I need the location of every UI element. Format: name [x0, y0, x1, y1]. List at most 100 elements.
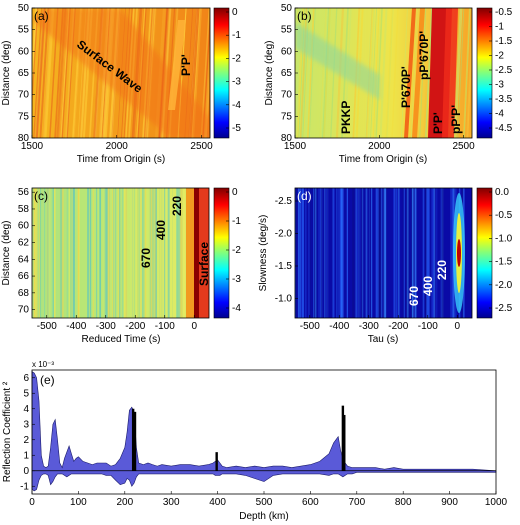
- texture-stripe: [275, 8, 281, 138]
- annotation-p-prime-p-prime-b: P'P': [431, 112, 445, 134]
- colorbar-tick-label: -4: [232, 100, 241, 111]
- y-tick-label: 80: [281, 133, 293, 144]
- texture-stripe: [324, 8, 332, 138]
- colorbar-tick-label: -4: [232, 303, 241, 314]
- texture-stripe: [375, 8, 383, 138]
- x-tick-label: -200: [388, 321, 408, 332]
- y-tick-label: 62: [18, 238, 30, 249]
- panel-a: (a) Surface Wave P'P' 1500 2000 2500505560…: [1, 3, 241, 165]
- y-tick-label: 5: [23, 388, 29, 399]
- reflection-spike: [343, 414, 346, 471]
- annotation-670-d: 670: [407, 286, 421, 306]
- reflection-spike: [215, 452, 218, 471]
- colorbar-tick-label: -2.5: [495, 65, 513, 76]
- annotation-220-c: 220: [170, 196, 184, 216]
- tau-zero-peak: [457, 239, 461, 267]
- x-tick-label: 0: [29, 497, 35, 508]
- reflection-spike: [133, 411, 137, 471]
- x-tick-label: -400: [66, 321, 86, 332]
- texture-stripe: [453, 8, 461, 138]
- texture-stripe: [410, 8, 418, 138]
- y-tick-label: 0: [23, 466, 29, 477]
- panel-c: (c) 670 400 220 Surface -500 -400 -300 -200…: [1, 187, 241, 345]
- colorbar-tick-label: -3: [232, 274, 241, 285]
- y-tick-label: 66: [18, 271, 30, 282]
- pp-prime-p-prime-arrival: [442, 8, 458, 138]
- colorbar-tick-label: 0: [232, 7, 238, 18]
- texture-stripe: [379, 8, 388, 138]
- texture-stripe: [330, 8, 338, 138]
- x-tick-label: 800: [395, 497, 412, 508]
- texture-stripe: [275, 8, 281, 138]
- y-tick-label: 80: [18, 133, 30, 144]
- y-tick-label: 2: [23, 435, 29, 446]
- panel-d-ylabel: Slowness (deg/s): [258, 215, 269, 292]
- y-tick-label: 70: [281, 90, 293, 101]
- annotation-surface-c: Surface: [197, 242, 211, 286]
- annotation-pp670p: pP'670P': [417, 31, 431, 80]
- x-tick-label: -500: [300, 321, 320, 332]
- texture-stripe: [302, 8, 310, 138]
- texture-stripe: [418, 8, 426, 138]
- x-tick-label: 200: [116, 497, 133, 508]
- x-tick-label: 1500: [21, 141, 44, 152]
- x-tick-label: 900: [441, 497, 458, 508]
- post-surface-band: [199, 188, 209, 318]
- texture-stripe: [318, 8, 327, 138]
- texture-stripe: [322, 8, 329, 138]
- panel-d-colorbar: [476, 187, 493, 319]
- panel-c-ylabel: Distance (deg): [1, 220, 12, 285]
- panel-d: (d) 670 400 220 -500 -400 -300 -200 -100 0 -2.…: [258, 187, 513, 345]
- y-tick-label: 68: [18, 288, 30, 299]
- panel-a-colorbar: [213, 7, 230, 139]
- annotation-p-prime-p-prime-a: P'P': [179, 54, 193, 76]
- x-tick-label: 100: [70, 497, 87, 508]
- colorbar-tick-label: -0.5: [495, 7, 513, 18]
- texture-stripe: [400, 8, 408, 138]
- texture-stripe: [424, 8, 433, 138]
- panel-a-tag: (a): [34, 9, 49, 23]
- texture-stripe: [467, 32, 472, 138]
- texture-stripe: [418, 8, 427, 138]
- y-tick-label: 60: [281, 46, 293, 57]
- panel-a-ylabel: Distance (deg): [1, 40, 12, 105]
- panel-e: (e) x 10⁻³ 0 100 200 300 400 500 600 700 800 900 1…: [2, 360, 508, 522]
- y-tick-label: 50: [281, 3, 293, 14]
- x-tick-label: 500: [256, 497, 273, 508]
- y-tick-label: 3: [23, 419, 29, 430]
- colorbar-tick-label: -3: [232, 77, 241, 88]
- x-tick-label: 1000: [485, 497, 508, 508]
- x-tick-label: 0: [454, 321, 460, 332]
- texture-stripe: [454, 8, 463, 138]
- pre-surface-band: [186, 188, 194, 318]
- texture-stripe: [455, 8, 463, 138]
- x-tick-label: 1500: [284, 141, 307, 152]
- panel-c-heatmap-texture: [32, 188, 209, 318]
- texture-stripe: [423, 8, 431, 138]
- x-tick-label: -400: [329, 321, 349, 332]
- texture-stripe: [385, 8, 394, 138]
- y-tick-label: 50: [18, 3, 30, 14]
- pkkp-band: [295, 22, 380, 100]
- texture-stripe: [308, 8, 316, 138]
- texture-stripe: [322, 8, 331, 138]
- colorbar-tick-label: -0.5: [495, 210, 513, 221]
- y-tick-label: 55: [281, 25, 293, 36]
- colorbar-tick-label: 0.0: [495, 187, 509, 198]
- y-tick-label: -1: [20, 481, 29, 492]
- pp670p-arrival: [412, 8, 425, 138]
- colorbar-tick-label: -1.0: [495, 233, 513, 244]
- x-tick-label: 300: [163, 497, 180, 508]
- panel-c-tag: (c): [34, 189, 48, 203]
- x-tick-label: 2500: [452, 141, 475, 152]
- annotation-400-d: 400: [421, 276, 435, 296]
- texture-stripe: [385, 8, 394, 138]
- x-tick-label: -500: [37, 321, 57, 332]
- x-tick-label: 2000: [368, 141, 391, 152]
- reflection-spike: [341, 405, 345, 471]
- texture-stripe: [462, 8, 471, 138]
- x-tick-label: 2500: [190, 141, 213, 152]
- colorbar-tick-label: -2: [232, 53, 241, 64]
- y-tick-label: -1.5: [275, 261, 293, 272]
- panel-a-xlabel: Time from Origin (s): [77, 154, 166, 165]
